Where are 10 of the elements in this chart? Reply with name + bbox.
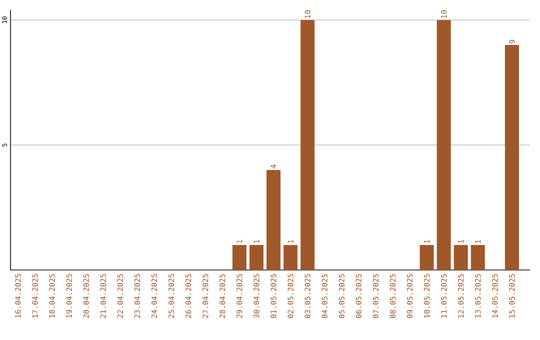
bar [504, 44, 519, 270]
bar [420, 245, 434, 270]
bar [454, 245, 468, 270]
bar [232, 245, 246, 270]
bar [266, 170, 280, 270]
bar [284, 245, 298, 270]
bar [249, 245, 264, 270]
bar [300, 20, 315, 270]
bar [436, 20, 451, 270]
bar [470, 245, 485, 270]
